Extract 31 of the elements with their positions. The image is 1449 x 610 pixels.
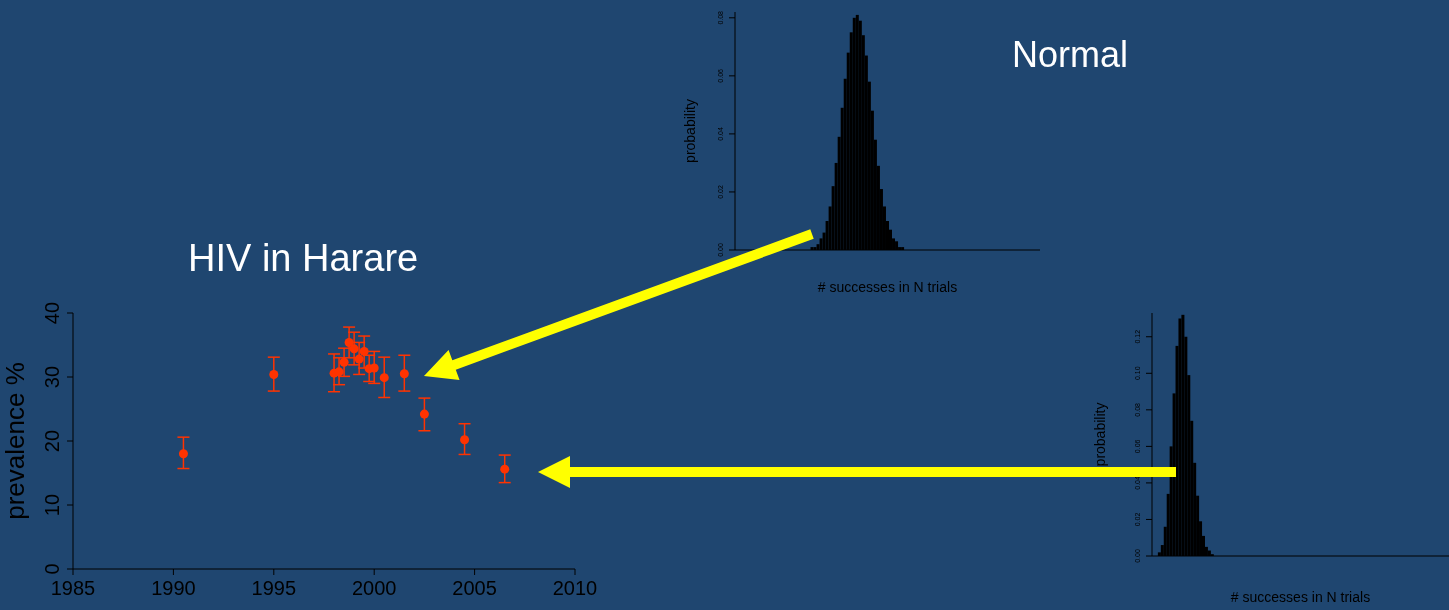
y-axis-title: probability [1091,402,1108,467]
y-tick-label: 0 [41,563,63,575]
chart-title: HIV in Harare [188,237,419,280]
point [269,369,279,379]
point [399,369,409,379]
point [419,409,429,419]
x-tick-label: 1995 [251,577,297,600]
x-tick-label: 2005 [452,577,497,600]
y-tick-label: 30 [41,365,63,389]
point [349,344,359,354]
x-tick-label: 1985 [50,577,96,600]
y-tick-label: 20 [41,429,63,453]
point [359,346,369,356]
y-tick-label: 10 [41,493,63,517]
point [339,357,349,367]
x-axis-title: # successes in N trials [817,279,958,295]
point [178,449,188,459]
x-axis-title: # successes in N trials [1230,589,1371,605]
point [379,373,389,383]
y-tick-label: 40 [41,301,63,325]
x-tick-label: 1990 [151,577,196,600]
point [354,354,364,364]
point [460,435,470,445]
x-tick-label: 2010 [552,577,598,600]
y-axis-title: prevalence % [0,362,31,520]
x-tick-label: 2000 [351,577,397,600]
point [500,464,510,474]
point [334,367,344,377]
text: Normal [1012,34,1129,76]
point [344,337,354,347]
y-axis-title: probability [681,99,698,163]
